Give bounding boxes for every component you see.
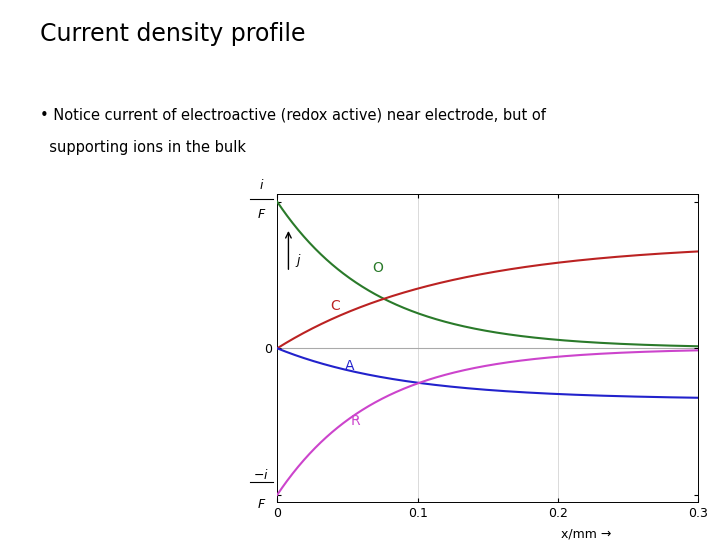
- Text: $F$: $F$: [257, 208, 266, 221]
- Text: O: O: [373, 261, 384, 275]
- Text: $F$: $F$: [257, 498, 266, 511]
- Text: $j$: $j$: [295, 252, 302, 269]
- Text: $-i$: $-i$: [253, 468, 269, 482]
- Text: Current density profile: Current density profile: [40, 22, 305, 45]
- Text: $i$: $i$: [258, 178, 264, 192]
- Text: • Notice current of electroactive (redox active) near electrode, but of: • Notice current of electroactive (redox…: [40, 108, 546, 123]
- Text: R: R: [350, 414, 360, 428]
- Text: x/mm →: x/mm →: [561, 527, 611, 540]
- Text: A: A: [345, 359, 354, 373]
- Text: supporting ions in the bulk: supporting ions in the bulk: [40, 140, 246, 156]
- Text: C: C: [330, 299, 341, 313]
